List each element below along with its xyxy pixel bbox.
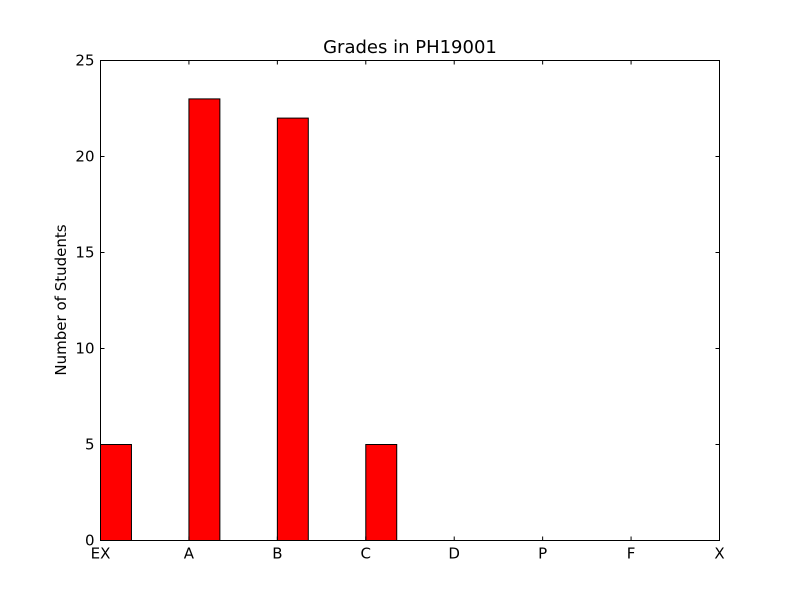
y-tick-label: 15 <box>75 244 94 262</box>
x-tick-label-b: B <box>272 545 282 563</box>
bar-ex <box>100 444 132 541</box>
y-tick-label: 25 <box>75 52 94 70</box>
bar-a <box>188 98 221 542</box>
x-tick-label-x: X <box>714 545 724 563</box>
ticks-layer: 0 5 10 15 20 25 EX A B C D P F X <box>75 52 724 563</box>
y-axis-label: Number of Students <box>52 224 70 375</box>
x-tick-label-d: D <box>448 545 460 563</box>
x-tick-label-p: P <box>538 545 547 563</box>
x-tick-label-ex: EX <box>91 545 111 563</box>
bars-layer <box>100 98 398 542</box>
x-tick-label-c: C <box>361 545 371 563</box>
bar-b <box>276 117 309 541</box>
y-tick-label: 10 <box>75 340 94 358</box>
y-tick-label: 0 <box>85 532 95 550</box>
plot-frame <box>100 60 720 541</box>
y-tick-label: 5 <box>85 436 95 454</box>
x-tick-label-f: F <box>627 545 636 563</box>
x-tick-label-a: A <box>184 545 195 563</box>
chart-title: Grades in PH19001 <box>323 37 497 58</box>
bar-c <box>365 444 398 541</box>
y-tick-label: 20 <box>75 148 94 166</box>
